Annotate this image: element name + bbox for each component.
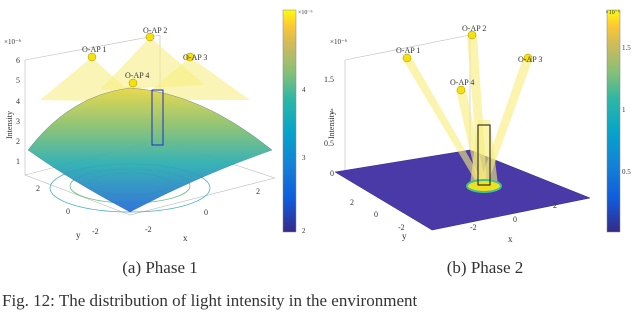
- x-tick-label: -2: [145, 225, 152, 234]
- colorbar-exponent: ×10⁻⁶: [605, 10, 620, 16]
- z-axis-label: Intensity: [5, 111, 14, 139]
- axis-exponent: ×10⁻⁶: [4, 38, 22, 46]
- z-tick-label: 1: [330, 107, 334, 116]
- y-tick-label: -2: [398, 223, 405, 232]
- axis-exponent: ×10⁻⁶: [330, 38, 348, 46]
- x-axis-label: x: [183, 233, 188, 243]
- z-tick-label: 0: [330, 169, 334, 178]
- ap-label: O-AP 4: [125, 71, 149, 80]
- ap-label: O-AP 3: [183, 53, 207, 62]
- y-tick-label: 0: [66, 207, 70, 216]
- y-axis-label: y: [76, 230, 81, 240]
- z-tick-label: 3: [16, 117, 20, 126]
- z-tick-label: 6: [16, 56, 20, 65]
- subfigure-caption: (a) Phase 1: [122, 258, 198, 277]
- x-axis-label: x: [508, 234, 513, 244]
- colorbar-tick-label: 3: [302, 154, 306, 162]
- ap-label: O-AP 1: [396, 46, 420, 55]
- z-tick-label: 4: [16, 97, 20, 106]
- x-tick-label: 2: [256, 187, 260, 196]
- x-tick-label: 0: [204, 208, 208, 217]
- z-tick-label: 1.5: [324, 75, 334, 84]
- ap-label: O-AP 2: [462, 24, 486, 33]
- x-tick-label: 0: [513, 215, 517, 224]
- figure-caption: Fig. 12: The distribution of light inten…: [2, 291, 417, 310]
- z-tick-label: 5: [16, 76, 20, 85]
- ap-label: O-AP 4: [450, 78, 474, 87]
- ap-label: O-AP 2: [143, 26, 167, 35]
- y-tick-label: -2: [92, 227, 99, 236]
- x-tick-label: -2: [470, 223, 477, 232]
- subfigure-caption: (b) Phase 2: [447, 258, 523, 277]
- y-axis-label: y: [402, 231, 407, 241]
- y-tick-label: 2: [36, 184, 40, 193]
- ap-label: O-AP 1: [82, 45, 106, 54]
- colorbar-tick-label: 1.5: [622, 44, 631, 52]
- panel-b-plot: [334, 9, 621, 233]
- panel-a-plot: [24, 9, 297, 233]
- z-tick-label: 2: [16, 137, 20, 146]
- colorbar-tick-label: 1: [622, 106, 626, 114]
- z-axis-label: Intensity: [327, 111, 336, 139]
- z-tick-label: 0.5: [324, 139, 334, 148]
- colorbar-tick-label: 2: [302, 227, 306, 235]
- y-tick-label: 0: [374, 210, 378, 219]
- z-tick-label: 1: [16, 157, 20, 166]
- y-tick-label: 2: [350, 198, 354, 207]
- colorbar-exponent: ×10⁻⁶: [298, 10, 313, 16]
- x-tick-label: 2: [553, 201, 557, 210]
- colorbar-tick-label: 4: [302, 86, 306, 94]
- ap-label: O-AP 3: [518, 55, 542, 64]
- colorbar-tick-label: 0.5: [622, 168, 631, 176]
